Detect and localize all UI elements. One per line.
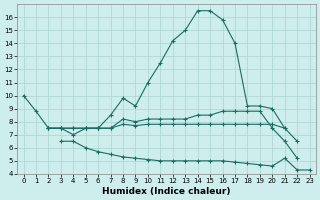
X-axis label: Humidex (Indice chaleur): Humidex (Indice chaleur) bbox=[102, 187, 231, 196]
